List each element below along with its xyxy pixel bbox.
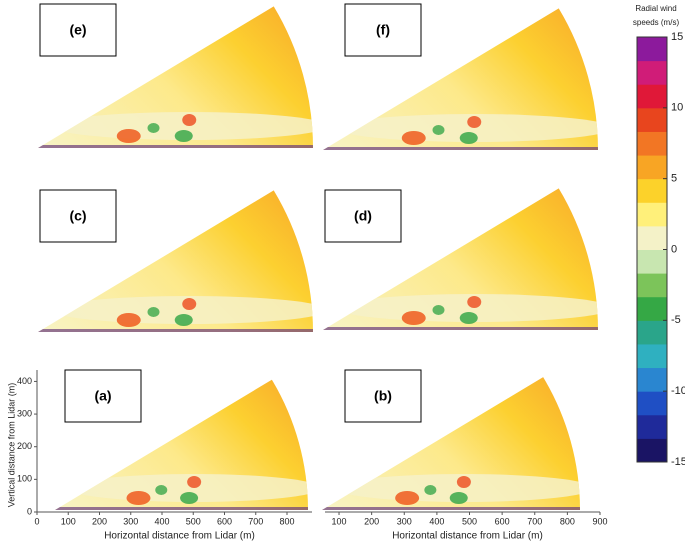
x-tick-label: 300 [397, 516, 412, 526]
colorbar-band [637, 391, 667, 416]
colorbar-band [637, 202, 667, 227]
x-tick-label: 800 [279, 516, 294, 526]
colorbar-tick-label: -15 [671, 456, 685, 468]
y-axis-label: Vertical distance from Lidar (m) [6, 383, 16, 508]
wedge-blob [456, 476, 471, 488]
y-tick-label: 300 [17, 408, 32, 418]
y-tick-label: 400 [17, 376, 32, 386]
colorbar-tick-label: 5 [671, 173, 677, 185]
colorbar-band [637, 131, 667, 156]
wedge-blob [174, 130, 193, 142]
x-tick-label: 0 [34, 516, 39, 526]
wedge-blob [182, 114, 197, 126]
colorbar-band [637, 84, 667, 109]
ground-strip [55, 507, 308, 510]
x-tick-label: 800 [560, 516, 575, 526]
x-tick-label: 700 [527, 516, 542, 526]
label-box [344, 3, 422, 57]
wedge-blob [174, 314, 193, 326]
wedge-blob [432, 305, 445, 315]
colorbar-band [637, 273, 667, 298]
y-tick-label: 100 [17, 474, 32, 484]
colorbar-band [637, 438, 667, 463]
x-tick-label: 300 [123, 516, 138, 526]
panel-label: (e) [69, 22, 86, 38]
wedge-blob [116, 313, 141, 327]
panel-label: (b) [374, 388, 392, 404]
wedge-blob [432, 125, 445, 135]
ground-strip [322, 507, 580, 510]
y-tick-label: 0 [27, 506, 32, 516]
wedge-blob [187, 476, 202, 488]
wedge-blob [155, 485, 168, 495]
wedge-blob [395, 491, 420, 505]
x-axis-label: Horizontal distance from Lidar (m) [104, 531, 255, 542]
ground-strip [323, 147, 598, 150]
colorbar-band [637, 367, 667, 392]
x-tick-label: 700 [248, 516, 263, 526]
label-box [39, 189, 117, 243]
wedge-blob [401, 131, 426, 145]
x-tick-label: 100 [332, 516, 347, 526]
wedge-blob [116, 129, 141, 143]
wedge-blob [459, 132, 478, 144]
x-tick-label: 600 [495, 516, 510, 526]
colorbar-band [637, 343, 667, 369]
panel-label: (c) [69, 208, 86, 224]
wedge-blob [401, 311, 426, 325]
wedge-blob [467, 296, 482, 308]
x-tick-label: 500 [186, 516, 201, 526]
wedge-blob [182, 298, 197, 310]
y-tick-label: 200 [17, 441, 32, 451]
x-tick-label: 200 [92, 516, 107, 526]
colorbar-band [637, 60, 667, 85]
x-tick-label: 100 [61, 516, 76, 526]
ground-strip [38, 329, 313, 332]
label-box [324, 189, 402, 243]
colorbar-band [637, 178, 667, 203]
x-tick-label: 200 [364, 516, 379, 526]
x-tick-label: 900 [592, 516, 607, 526]
wedge-blob [424, 485, 437, 495]
label-box [39, 3, 117, 57]
panel-label: (a) [94, 388, 111, 404]
panel-label: (d) [354, 208, 372, 224]
colorbar-tick-label: 0 [671, 243, 677, 255]
wedge-blob [126, 491, 151, 505]
x-tick-label: 500 [462, 516, 477, 526]
colorbar-band [637, 414, 667, 439]
colorbar-band [637, 225, 667, 250]
colorbar-tick-label: 10 [671, 102, 683, 114]
colorbar-tick-label: -5 [671, 314, 681, 326]
label-box [344, 369, 422, 423]
wedge-blob [180, 492, 199, 504]
x-tick-label: 400 [429, 516, 444, 526]
colorbar-band [637, 155, 667, 180]
x-tick-label: 600 [217, 516, 232, 526]
wedge-blob [147, 307, 160, 317]
x-axis-label: Horizontal distance from Lidar (m) [392, 531, 543, 542]
colorbar-title: Radial wind speeds (m/s) [632, 4, 680, 27]
colorbar-band [637, 296, 667, 321]
wedge-blob [467, 116, 482, 128]
wedge-blob [147, 123, 160, 133]
label-box [64, 369, 142, 423]
wedge-blob [449, 492, 468, 504]
panel-label: (f) [376, 22, 390, 38]
colorbar-band [637, 249, 667, 274]
ground-strip [38, 145, 313, 148]
colorbar-band [637, 320, 667, 345]
colorbar-band [637, 107, 667, 132]
x-tick-label: 400 [154, 516, 169, 526]
ground-strip [323, 327, 598, 330]
colorbar-band [637, 37, 667, 62]
wedge-blob [459, 312, 478, 324]
colorbar-tick-label: -10 [671, 385, 685, 397]
colorbar-tick-label: 15 [671, 31, 683, 43]
